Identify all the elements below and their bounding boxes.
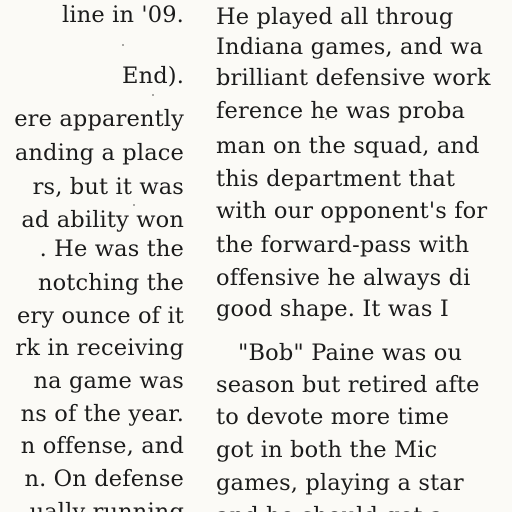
right-line-9: offensive he always di bbox=[216, 265, 471, 291]
right-line-7: with our opponent's for bbox=[216, 198, 488, 224]
left-line-5: rs, but it was bbox=[32, 174, 184, 200]
left-line-1: line in '09. bbox=[62, 2, 184, 28]
right-line-10: good shape. It was I bbox=[216, 296, 449, 322]
left-line-2: End). bbox=[122, 63, 184, 89]
right-line-5: man on the squad, and bbox=[216, 133, 480, 159]
right-line-3: brilliant defensive work bbox=[216, 65, 491, 91]
left-line-12: ns of the year. bbox=[20, 401, 184, 427]
left-line-15: ually running bbox=[29, 499, 184, 512]
right-line-16: and he should get a bbox=[216, 501, 512, 512]
right-line-12: season but retired afte bbox=[216, 372, 480, 398]
left-line-8: notching the bbox=[37, 270, 184, 296]
left-line-6: ad ability won bbox=[21, 207, 184, 233]
left-line-9: ery ounce of it bbox=[16, 303, 184, 329]
right-line-8: the forward-pass with bbox=[216, 232, 470, 258]
right-line-13: to devote more time bbox=[216, 404, 450, 430]
right-line-14: got in both the Mic bbox=[216, 437, 438, 463]
left-line-3: ere apparently bbox=[14, 106, 184, 132]
left-line-13: n offense, and bbox=[20, 433, 184, 459]
right-line-1: He played all throug bbox=[216, 4, 454, 30]
left-line-4: anding a place bbox=[14, 140, 184, 166]
left-line-7: . He was the bbox=[39, 236, 184, 262]
ink-speck bbox=[152, 94, 154, 96]
left-line-11: na game was bbox=[33, 368, 184, 394]
right-line-11: "Bob" Paine was ou bbox=[238, 340, 463, 366]
left-line-10: rk in receiving bbox=[15, 335, 184, 361]
ink-speck bbox=[325, 118, 327, 120]
right-line-2: Indiana games, and wa bbox=[216, 34, 484, 60]
right-line-6: this department that bbox=[216, 166, 456, 192]
right-line-15: games, playing a star bbox=[216, 470, 464, 496]
right-line-4: ference he was proba bbox=[216, 98, 466, 124]
ink-speck bbox=[133, 204, 135, 206]
left-line-14: n. On defense bbox=[24, 466, 184, 492]
ink-speck bbox=[122, 44, 124, 46]
